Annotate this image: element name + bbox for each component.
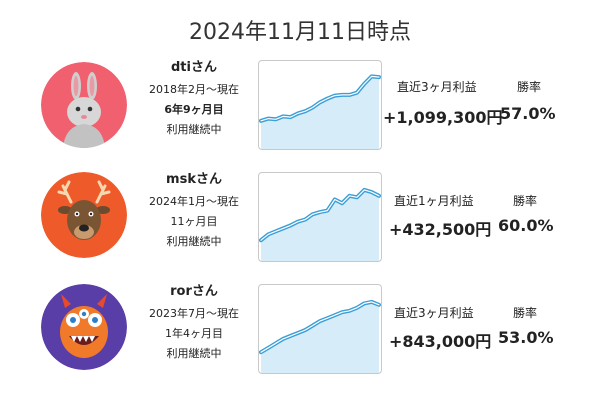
- avatar: [41, 62, 127, 148]
- user-info: mskさん 2024年1月〜現在 11ヶ月目 利用継続中: [136, 172, 252, 252]
- user-duration: 1年4ヶ月目: [165, 327, 223, 340]
- user-duration: 11ヶ月目: [170, 215, 218, 228]
- winrate-value: 57.0%: [500, 104, 556, 123]
- user-since: 2024年1月〜現在: [149, 195, 239, 208]
- reindeer-icon: [41, 172, 127, 258]
- profit-label: 直近3ヶ月利益: [394, 306, 474, 320]
- sparkline-highlight: [260, 189, 380, 241]
- winrate-value: 60.0%: [498, 216, 554, 235]
- winrate-label: 勝率: [513, 194, 538, 208]
- monster-icon: [41, 284, 127, 370]
- profit-label: 直近3ヶ月利益: [397, 80, 477, 94]
- profit-chart: [258, 284, 382, 374]
- profit-value: +843,000円: [389, 332, 492, 351]
- user-card: rorさん 2023年7月〜現在 1年4ヶ月目 利用継続中 直近3ヶ月利益 勝率…: [0, 274, 600, 386]
- sparkline-highlight: [260, 75, 380, 122]
- profit-sparkline: [259, 74, 381, 149]
- rabbit-icon: [41, 62, 127, 148]
- profit-chart: [258, 172, 382, 262]
- user-name: rorさん: [170, 284, 218, 299]
- profit-chart: [258, 60, 382, 150]
- winrate-value: 53.0%: [498, 328, 554, 347]
- page-title: 2024年11月11日時点: [189, 20, 411, 45]
- sparkline-highlight: [260, 301, 380, 353]
- sparkline-area: [261, 189, 379, 261]
- user-name: dtiさん: [171, 60, 217, 75]
- profit-label: 直近1ヶ月利益: [394, 194, 474, 208]
- profit-value: +1,099,300円: [383, 108, 503, 127]
- user-info: rorさん 2023年7月〜現在 1年4ヶ月目 利用継続中: [136, 284, 252, 364]
- winrate-label: 勝率: [513, 306, 538, 320]
- user-card: dtiさん 2018年2月〜現在 6年9ヶ月目 利用継続中 直近3ヶ月利益 勝率…: [0, 50, 600, 162]
- user-duration: 6年9ヶ月目: [164, 103, 224, 116]
- user-card: mskさん 2024年1月〜現在 11ヶ月目 利用継続中 直近1ヶ月利益 勝率 …: [0, 162, 600, 274]
- user-since: 2018年2月〜現在: [149, 83, 239, 96]
- user-info: dtiさん 2018年2月〜現在 6年9ヶ月目 利用継続中: [136, 60, 252, 140]
- avatar: [41, 284, 127, 370]
- user-status: 利用継続中: [166, 123, 222, 136]
- profit-sparkline: [259, 299, 381, 373]
- profit-sparkline: [259, 187, 381, 261]
- profit-value: +432,500円: [389, 220, 492, 239]
- user-status: 利用継続中: [166, 235, 222, 248]
- user-status: 利用継続中: [166, 347, 222, 360]
- sparkline-area: [261, 301, 379, 373]
- user-since: 2023年7月〜現在: [149, 307, 239, 320]
- avatar: [41, 172, 127, 258]
- sparkline-area: [261, 76, 379, 149]
- user-name: mskさん: [166, 172, 222, 187]
- winrate-label: 勝率: [517, 80, 542, 94]
